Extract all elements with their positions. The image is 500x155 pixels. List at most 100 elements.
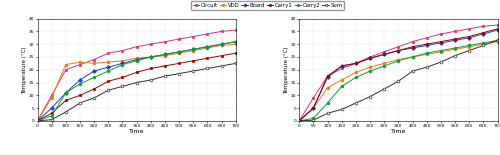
Line: Carry2: Carry2 (298, 39, 499, 122)
VDD (324, 87, 330, 89)
Circuit (353, 62, 359, 64)
Board (233, 41, 239, 42)
Carry1 (480, 32, 486, 34)
Board (120, 62, 126, 64)
Circuit (148, 43, 154, 45)
Carry2 (176, 51, 182, 53)
Circuit (91, 59, 97, 60)
Circuit (34, 120, 40, 122)
VDD (310, 107, 316, 109)
VDD (148, 56, 154, 58)
Sum (91, 97, 97, 99)
Carry1 (176, 62, 182, 64)
VDD (176, 52, 182, 54)
Circuit (190, 35, 196, 37)
Board (438, 42, 444, 44)
Carry1 (396, 50, 402, 51)
Carry2 (338, 85, 344, 87)
Carry1 (452, 38, 458, 40)
VDD (120, 60, 126, 62)
Sum (410, 70, 416, 72)
Line: Carry1: Carry1 (36, 52, 237, 122)
VDD (77, 61, 83, 63)
Board (63, 92, 69, 94)
Carry2 (367, 70, 373, 72)
VDD (233, 43, 239, 45)
Carry1 (77, 94, 83, 96)
Line: Sum: Sum (298, 39, 499, 122)
Board (410, 47, 416, 49)
Circuit (48, 94, 54, 96)
Carry1 (134, 71, 140, 73)
Sum (367, 96, 373, 97)
Carry1 (162, 65, 168, 67)
Carry1 (63, 100, 69, 101)
VDD (204, 47, 210, 49)
VDD (134, 57, 140, 59)
Circuit (438, 33, 444, 35)
Sum (106, 89, 112, 91)
Circuit (466, 28, 472, 30)
Circuit (162, 41, 168, 42)
Carry1 (466, 35, 472, 37)
Sum (324, 112, 330, 114)
Sum (34, 120, 40, 122)
VDD (494, 41, 500, 42)
Circuit (77, 64, 83, 66)
Sum (338, 108, 344, 110)
Sum (162, 75, 168, 77)
Carry1 (233, 52, 239, 54)
Board (480, 33, 486, 35)
Line: Board: Board (298, 29, 499, 122)
Circuit (63, 69, 69, 71)
Board (466, 37, 472, 39)
Board (338, 65, 344, 67)
Circuit (480, 25, 486, 27)
Carry1 (381, 53, 387, 55)
Sum (176, 73, 182, 75)
Carry2 (410, 56, 416, 58)
Carry2 (218, 43, 224, 45)
Carry2 (353, 76, 359, 78)
Carry2 (396, 60, 402, 62)
Carry1 (91, 88, 97, 90)
Carry2 (424, 52, 430, 54)
Carry1 (204, 57, 210, 59)
Sum (438, 61, 444, 63)
Carry1 (190, 60, 196, 62)
Circuit (494, 24, 500, 26)
Circuit (452, 30, 458, 32)
Board (176, 51, 182, 53)
Carry1 (324, 75, 330, 77)
Sum (120, 85, 126, 87)
Carry2 (148, 56, 154, 58)
Circuit (176, 38, 182, 40)
VDD (396, 59, 402, 60)
Line: VDD: VDD (36, 43, 237, 122)
Carry2 (438, 50, 444, 51)
Carry2 (324, 102, 330, 104)
Circuit (134, 46, 140, 48)
Carry2 (452, 47, 458, 49)
X-axis label: Time: Time (390, 129, 406, 135)
Legend: Circuit, VDD, Board, Carry1, Carry2, Sum: Circuit, VDD, Board, Carry1, Carry2, Sum (191, 1, 344, 10)
Sum (396, 80, 402, 82)
Carry2 (106, 70, 112, 72)
Sum (296, 120, 302, 122)
Carry2 (204, 46, 210, 48)
Carry1 (48, 112, 54, 114)
VDD (34, 120, 40, 122)
VDD (353, 71, 359, 73)
Line: Carry2: Carry2 (36, 40, 237, 122)
Carry2 (77, 83, 83, 85)
Sum (480, 44, 486, 46)
Sum (233, 62, 239, 64)
Sum (218, 65, 224, 67)
Circuit (106, 52, 112, 54)
VDD (91, 62, 97, 64)
Circuit (424, 37, 430, 39)
Sum (452, 55, 458, 57)
Circuit (218, 30, 224, 32)
Board (190, 48, 196, 50)
Sum (204, 68, 210, 69)
